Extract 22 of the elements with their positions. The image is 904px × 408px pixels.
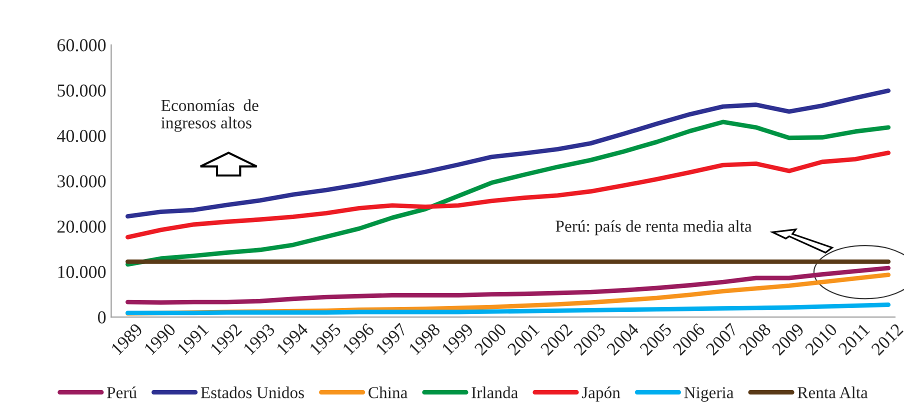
y-tick-label: 20.000 bbox=[57, 220, 106, 233]
legend-label: Japón bbox=[582, 386, 620, 402]
line-series bbox=[126, 302, 891, 316]
legend-label: Irlanda bbox=[472, 386, 518, 398]
y-tick-label: 30.000 bbox=[58, 175, 106, 188]
y-tick-label: 50.000 bbox=[58, 84, 106, 97]
line-series bbox=[126, 150, 891, 240]
y-tick-label: 60.000 bbox=[57, 39, 106, 52]
legend-label: China bbox=[368, 386, 408, 398]
annotation: Perú: país de renta media alta bbox=[556, 220, 752, 236]
y-tick-label: 10.000 bbox=[58, 266, 106, 278]
line-series bbox=[126, 266, 891, 305]
annotation: Economías de ingresos altos bbox=[161, 99, 258, 132]
legend-label: Perú bbox=[106, 386, 137, 398]
legend-label: Nigeria bbox=[684, 387, 734, 402]
legend-label: Estados Unidos bbox=[200, 386, 304, 398]
legend-label: Renta Alta bbox=[798, 386, 868, 398]
line-series bbox=[126, 88, 891, 219]
y-tick-label: 0 bbox=[98, 311, 106, 324]
x-tick-label: 2011 bbox=[838, 323, 870, 356]
y-tick-label: 40.000 bbox=[57, 130, 106, 142]
x-tick-label: 1991 bbox=[176, 323, 210, 356]
